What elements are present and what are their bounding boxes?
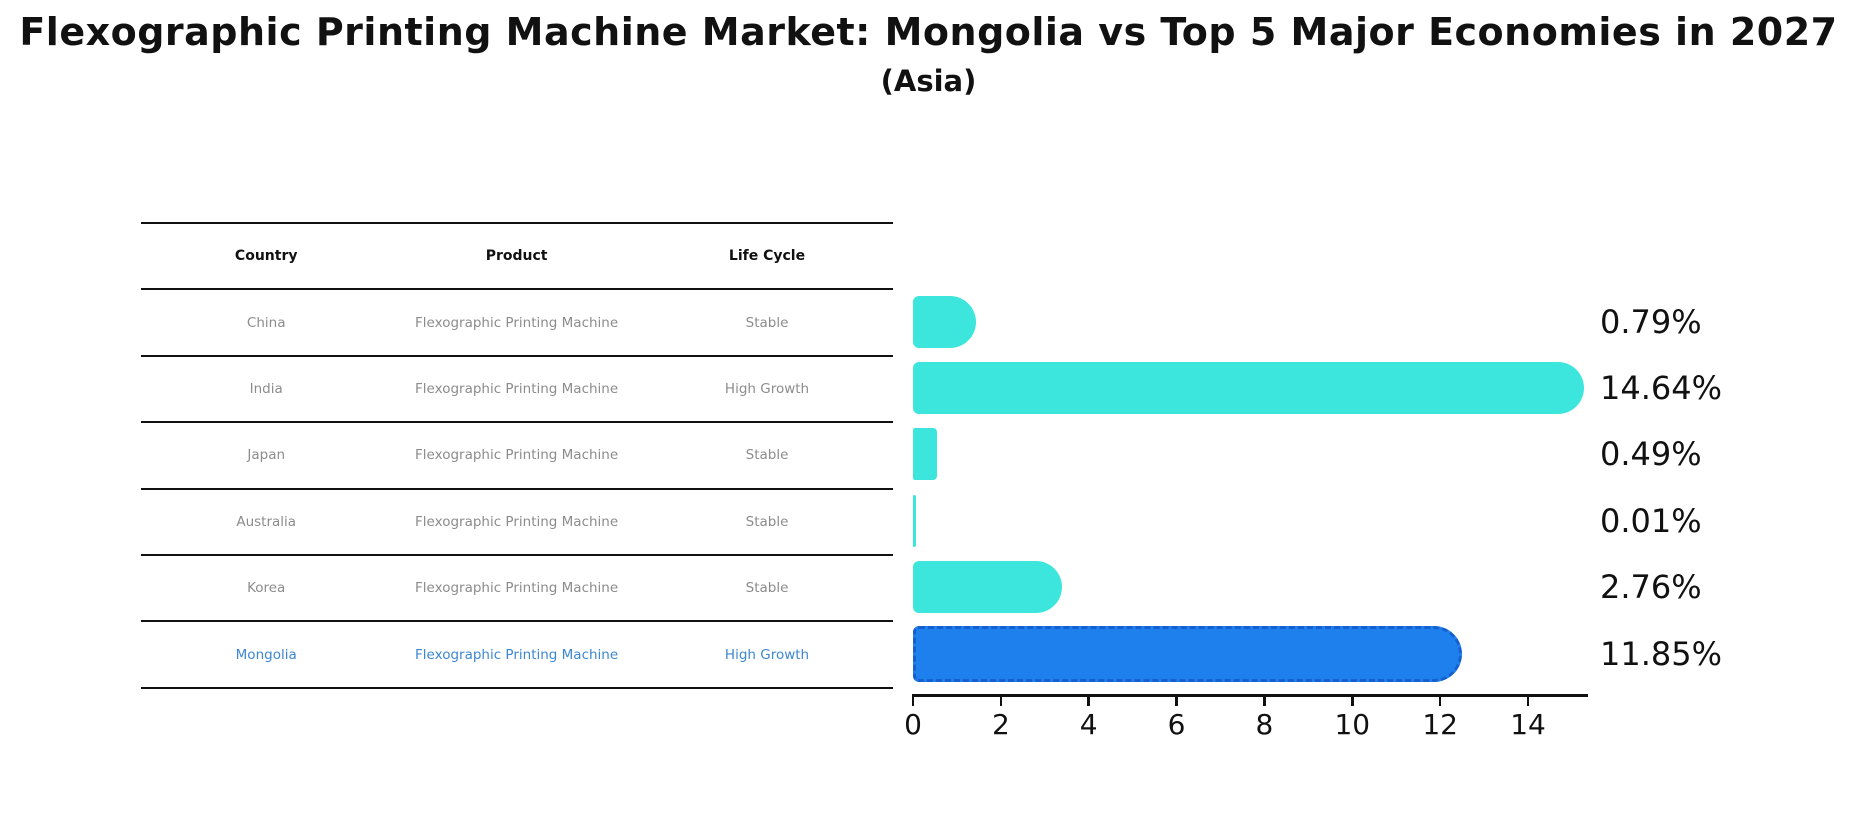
x-tick-mark xyxy=(1175,697,1178,706)
x-tick-label: 2 xyxy=(991,708,1010,741)
table-header-cell-product: Product xyxy=(485,248,548,265)
x-tick-label: 8 xyxy=(1255,708,1274,741)
value-label-china: 0.79% xyxy=(1600,302,1702,341)
table-row: India Flexographic Printing Machine High G… xyxy=(141,354,893,421)
table-row: Japan Flexographic Printing Machine Stable xyxy=(141,421,893,487)
product-cell: Flexographic Printing Machine xyxy=(415,314,619,331)
table-row: Korea Flexographic Printing Machine Stable xyxy=(141,553,893,620)
life-cycle-cell: Stable xyxy=(745,580,789,597)
table-header-cell-life-cycle: Life Cycle xyxy=(728,248,806,265)
bar-mongolia xyxy=(913,625,1462,682)
chart-subtitle: (Asia) xyxy=(880,64,977,98)
x-tick-mark xyxy=(1438,697,1442,706)
product-cell: Flexographic Printing Machine xyxy=(415,580,619,597)
country-cell: China xyxy=(246,314,286,331)
x-tick-mark xyxy=(911,697,915,706)
value-label-mongolia: 11.85% xyxy=(1600,634,1723,673)
x-tick-label: 0 xyxy=(904,708,922,741)
life-cycle-cell: Stable xyxy=(745,314,789,331)
x-tick-label: 12 xyxy=(1422,708,1458,741)
x-axis-line xyxy=(912,694,1588,697)
x-tick-mark xyxy=(1526,697,1530,706)
bar-korea xyxy=(913,561,1063,614)
life-cycle-cell: High Growth xyxy=(724,380,810,397)
chart-title: Flexographic Printing Machine Market: Mo… xyxy=(19,10,1838,54)
x-tick-mark xyxy=(1087,697,1090,706)
x-tick-label: 4 xyxy=(1079,708,1098,741)
country-cell: Korea xyxy=(247,580,286,597)
bar-india xyxy=(913,362,1585,414)
country-cell: India xyxy=(249,380,283,397)
value-label-india: 14.64% xyxy=(1600,369,1723,407)
x-tick-mark xyxy=(999,697,1003,706)
value-label-japan: 0.49% xyxy=(1600,435,1702,474)
x-tick-label: 6 xyxy=(1167,708,1186,741)
table-header-row: Country Product Life Cycle xyxy=(141,222,893,288)
x-tick-label: 14 xyxy=(1510,708,1546,741)
product-cell: Flexographic Printing Machine xyxy=(415,380,619,397)
table-row: Mongolia Flexographic Printing Machine Hig… xyxy=(141,620,893,686)
info-table: Country Product Life Cycle China Flexographi… xyxy=(141,222,893,689)
life-cycle-cell: High Growth xyxy=(724,646,810,663)
life-cycle-cell: Stable xyxy=(745,447,789,464)
table-row: China Flexographic Printing Machine Stable xyxy=(141,288,893,354)
product-cell: Flexographic Printing Machine xyxy=(415,646,619,663)
value-label-korea: 2.76% xyxy=(1600,568,1702,607)
x-tick-label: 10 xyxy=(1334,708,1371,741)
table-header-cell-country: Country xyxy=(234,248,298,265)
x-tick-mark xyxy=(1351,697,1354,706)
bar-china xyxy=(913,295,976,348)
bar-australia xyxy=(913,494,916,547)
product-cell: Flexographic Printing Machine xyxy=(415,513,619,530)
life-cycle-cell: Stable xyxy=(745,513,789,530)
country-cell: Australia xyxy=(236,513,297,530)
country-cell: Japan xyxy=(247,447,286,464)
value-label-australia: 0.01% xyxy=(1600,501,1702,540)
country-cell: Mongolia xyxy=(235,646,297,663)
x-tick-mark xyxy=(1263,697,1266,706)
product-cell: Flexographic Printing Machine xyxy=(415,447,619,464)
table-row: Australia Flexographic Printing Machine St… xyxy=(141,487,893,554)
bar-japan xyxy=(913,428,937,481)
